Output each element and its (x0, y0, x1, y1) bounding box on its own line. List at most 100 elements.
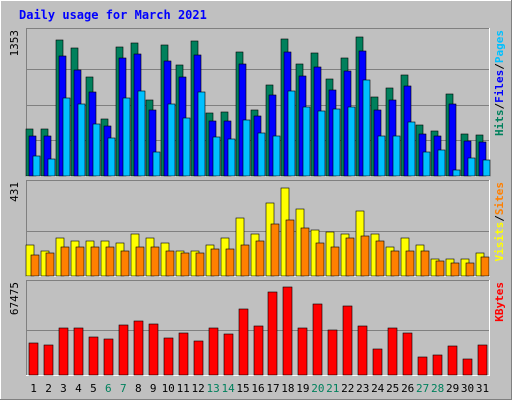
bar-kbytes-day-14 (223, 333, 234, 376)
bar-sites-day-10 (165, 250, 175, 277)
bar-sites-day-9 (150, 246, 160, 277)
bar-kbytes-day-7 (118, 324, 129, 376)
bar-kbytes-day-29 (447, 345, 458, 376)
bar-sites-day-17 (270, 223, 280, 277)
bar-files-day-2 (43, 135, 52, 177)
x-tick-day-20: 20 (311, 382, 324, 395)
bar-pages-day-17 (272, 135, 281, 177)
bar-sites-day-7 (120, 250, 130, 277)
bar-sites-day-24 (375, 240, 385, 277)
bar-pages-day-10 (167, 103, 176, 177)
bar-kbytes-day-30 (462, 358, 473, 376)
bar-sites-day-26 (405, 250, 415, 277)
bar-pages-day-13 (212, 136, 221, 177)
bar-pages-day-20 (317, 110, 326, 177)
bar-pages-day-30 (467, 157, 476, 177)
x-tick-day-1: 1 (30, 382, 37, 395)
bar-sites-day-5 (90, 246, 100, 277)
bar-kbytes-day-17 (267, 291, 278, 376)
bar-files-day-31 (478, 141, 487, 177)
bar-pages-day-2 (47, 158, 56, 177)
bar-pages-day-8 (137, 90, 146, 177)
bar-sites-day-31 (480, 256, 490, 277)
bar-kbytes-day-15 (238, 308, 249, 376)
bar-kbytes-day-9 (148, 323, 159, 376)
bar-sites-day-27 (420, 250, 430, 277)
chart-title: Daily usage for March 2021 (19, 8, 207, 22)
bar-pages-day-24 (377, 135, 386, 177)
bar-files-day-17 (268, 94, 277, 177)
bar-kbytes-day-4 (73, 327, 84, 376)
bar-sites-day-20 (315, 242, 325, 277)
x-tick-day-4: 4 (75, 382, 82, 395)
x-tick-day-28: 28 (431, 382, 444, 395)
bar-kbytes-day-8 (133, 320, 144, 376)
bar-sites-day-19 (300, 227, 310, 277)
bar-kbytes-day-12 (193, 340, 204, 376)
bar-sites-day-6 (105, 246, 115, 277)
x-tick-day-3: 3 (60, 382, 67, 395)
bar-pages-day-21 (332, 108, 341, 177)
bar-pages-day-1 (32, 155, 41, 177)
bar-kbytes-day-5 (88, 336, 99, 376)
bar-pages-day-9 (152, 151, 161, 177)
x-tick-day-29: 29 (446, 382, 459, 395)
x-tick-day-14: 14 (221, 382, 235, 395)
bar-sites-day-2 (45, 252, 55, 277)
x-tick-day-5: 5 (90, 382, 97, 395)
legend-entry-files: Files (493, 70, 506, 103)
legend-kbytes: KBytes (493, 282, 506, 322)
bar-pages-day-4 (77, 103, 86, 177)
legend-visits-sites: Visits/Sites (493, 182, 506, 262)
x-tick-day-17: 17 (266, 382, 279, 395)
bar-kbytes-day-11 (178, 332, 189, 376)
x-tick-day-27: 27 (416, 382, 429, 395)
bar-pages-day-31 (482, 159, 491, 177)
x-tick-day-11: 11 (177, 382, 190, 395)
bar-files-day-29 (448, 103, 457, 177)
bar-sites-day-14 (225, 248, 235, 277)
bar-files-day-9 (148, 109, 157, 177)
x-tick-day-23: 23 (356, 382, 369, 395)
x-tick-day-30: 30 (461, 382, 474, 395)
legend-entry-pages: Pages (493, 30, 506, 63)
bar-kbytes-day-31 (477, 344, 488, 376)
bar-sites-day-15 (240, 244, 250, 277)
bar-pages-day-27 (422, 151, 431, 177)
bar-kbytes-day-23 (357, 325, 368, 376)
bar-sites-day-11 (180, 252, 190, 277)
legend-entry-visits: Visits (493, 222, 506, 262)
x-tick-day-13: 13 (206, 382, 219, 395)
legend-entry-sites: Sites (493, 182, 506, 215)
bar-pages-day-5 (92, 123, 101, 177)
x-tick-day-24: 24 (371, 382, 385, 395)
bar-kbytes-day-22 (342, 305, 353, 376)
ymax-label-visits-sites: 431 (8, 182, 21, 202)
bar-sites-day-28 (435, 260, 445, 277)
bar-sites-day-3 (60, 246, 70, 277)
bar-sites-day-21 (330, 246, 340, 277)
x-tick-day-19: 19 (296, 382, 309, 395)
bar-sites-day-25 (390, 250, 400, 277)
bar-kbytes-day-13 (208, 327, 219, 376)
bar-kbytes-day-25 (387, 327, 398, 376)
ymax-label-kbytes: 67475 (8, 282, 21, 315)
x-tick-day-7: 7 (120, 382, 127, 395)
bar-pages-day-19 (302, 106, 311, 177)
bar-kbytes-day-2 (43, 344, 54, 376)
bar-pages-day-28 (437, 149, 446, 177)
bar-sites-day-30 (465, 262, 475, 277)
legend-hits-files-pages: Hits/Files/Pages (493, 30, 506, 136)
legend-entry-separator: / (493, 63, 506, 70)
bar-kbytes-day-20 (312, 303, 323, 376)
x-tick-day-22: 22 (341, 382, 354, 395)
x-tick-day-21: 21 (326, 382, 339, 395)
x-tick-day-16: 16 (251, 382, 264, 395)
x-tick-day-25: 25 (386, 382, 399, 395)
bar-pages-day-14 (227, 138, 236, 177)
bar-kbytes-day-21 (327, 329, 338, 376)
bar-pages-day-11 (182, 117, 191, 177)
bar-pages-day-18 (287, 90, 296, 177)
bar-sites-day-1 (30, 254, 40, 277)
